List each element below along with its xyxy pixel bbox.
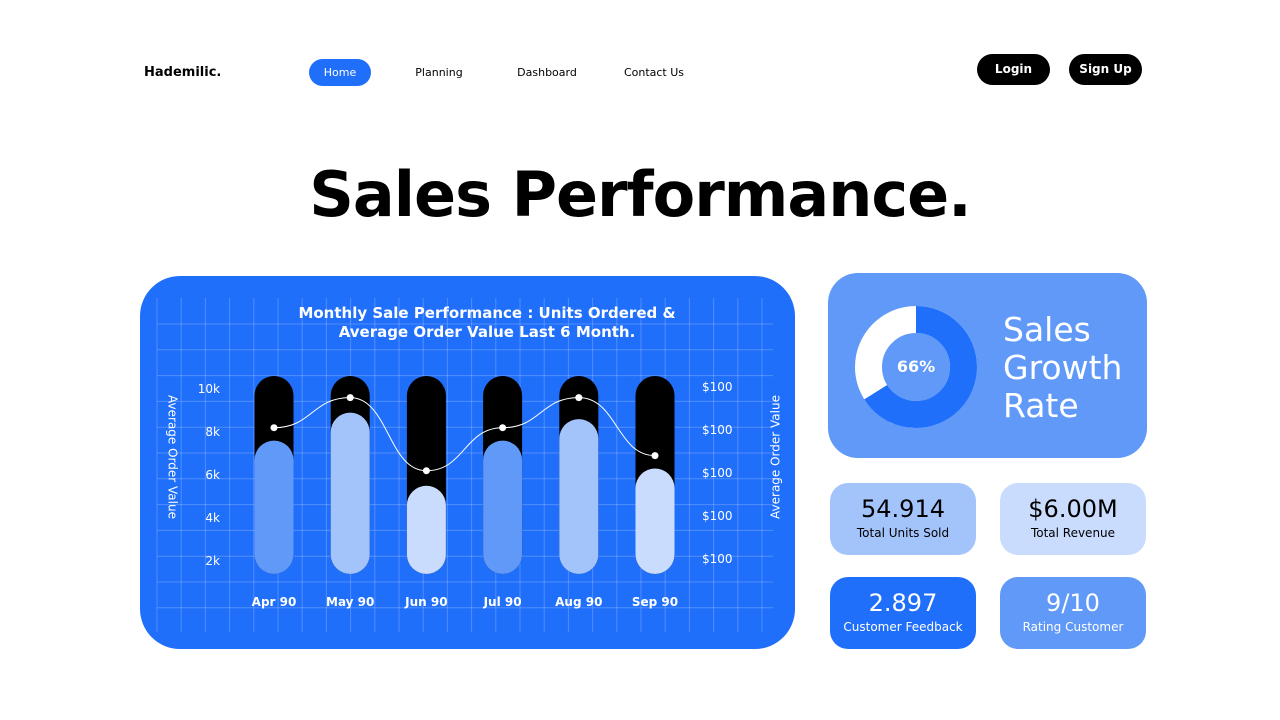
stat-label: Rating Customer [1022, 620, 1124, 634]
y-tick-label: 4k [205, 511, 220, 525]
y2-tick-label: $100 [702, 509, 733, 523]
bar [559, 419, 599, 574]
growth-label-line: Growth [1003, 348, 1123, 387]
stat-customer-feedback: 2.897 Customer Feedback [830, 577, 976, 649]
trend-line [273, 397, 656, 472]
x-tick-label: Apr 90 [252, 595, 297, 609]
y-tick-label: 2k [205, 554, 220, 568]
line-point [270, 424, 278, 432]
stat-value: $6.00M [1028, 495, 1118, 523]
x-tick-label: Aug 90 [555, 595, 602, 609]
bar [406, 485, 446, 574]
y-tick-label: 10k [198, 382, 220, 396]
bar [635, 468, 675, 574]
stat-rating-customer: 9/10 Rating Customer [1000, 577, 1146, 649]
stat-value: 9/10 [1046, 589, 1100, 617]
stat-value: 2.897 [868, 589, 938, 617]
chart-card: 10k 8k 6k 4k 2k $100 $100 $100 $100 $100 Apr 90 May… [140, 276, 795, 649]
line-point [651, 452, 659, 460]
signup-button[interactable]: Sign Up [1069, 54, 1142, 85]
stat-label: Customer Feedback [843, 620, 963, 634]
growth-label-line: Sales [1003, 310, 1091, 349]
y-tick-label: 8k [205, 425, 220, 439]
chart-title-line2: Average Order Value Last 6 Month. [338, 323, 636, 341]
sales-growth-card: 66% Sales Growth Rate [828, 273, 1147, 458]
y-tick-label: 6k [205, 468, 220, 482]
bar [483, 440, 523, 574]
chart-title-line1: Monthly Sale Performance : Units Ordered… [298, 304, 676, 322]
line-point [575, 394, 583, 402]
y2-tick-label: $100 [702, 423, 733, 437]
stat-total-units: 54.914 Total Units Sold [830, 483, 976, 555]
line-point [346, 394, 354, 402]
growth-percent: 66% [896, 357, 936, 376]
x-tick-label: Sep 90 [632, 595, 678, 609]
y2-tick-label: $100 [702, 380, 733, 394]
y2-tick-label: $100 [702, 466, 733, 480]
y2-axis-label: Average Order Value [768, 395, 783, 519]
line-point [499, 424, 507, 432]
line-point [422, 467, 430, 475]
login-button[interactable]: Login [977, 54, 1050, 85]
bar [330, 412, 370, 574]
nav-planning[interactable]: Planning [415, 66, 463, 79]
sales-chart: 10k 8k 6k 4k 2k $100 $100 $100 $100 $100 Apr 90 May… [156, 298, 773, 632]
x-tick-label: Jun 90 [404, 595, 447, 609]
stat-total-revenue: $6.00M Total Revenue [1000, 483, 1146, 555]
y2-tick-label: $100 [702, 552, 733, 566]
nav-contact-us[interactable]: Contact Us [623, 66, 685, 79]
nav-dashboard[interactable]: Dashboard [517, 66, 577, 79]
logo[interactable]: Hademilic. [144, 65, 222, 80]
nav-home[interactable]: Home [309, 59, 371, 86]
stat-label: Total Revenue [1030, 526, 1116, 540]
donut-progress [855, 306, 977, 428]
x-tick-label: May 90 [326, 595, 374, 609]
x-tick-label: Jul 90 [483, 595, 522, 609]
growth-label-line: Rate [1003, 386, 1079, 425]
stat-value: 54.914 [861, 495, 945, 523]
stat-label: Total Units Sold [856, 526, 950, 540]
y-axis-label: Average Order Value [165, 395, 180, 519]
growth-donut [855, 306, 977, 428]
bar [254, 440, 294, 574]
page-title: Sales Performance. [309, 158, 971, 231]
